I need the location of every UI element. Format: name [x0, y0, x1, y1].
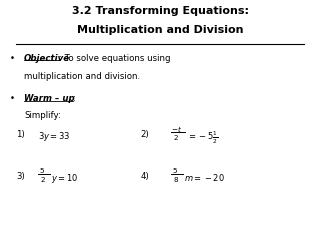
- Text: 3): 3): [16, 172, 25, 181]
- Text: Multiplication and Division: Multiplication and Division: [77, 25, 243, 35]
- Text: $2$: $2$: [173, 133, 179, 142]
- Text: 2): 2): [141, 130, 149, 138]
- Text: $=-5\frac{1}{2}$: $=-5\frac{1}{2}$: [187, 130, 218, 146]
- Text: :: :: [73, 94, 76, 103]
- Text: $5$: $5$: [39, 166, 45, 175]
- Text: Objective: Objective: [24, 54, 70, 63]
- Text: multiplication and division.: multiplication and division.: [24, 72, 140, 81]
- Text: : To solve equations using: : To solve equations using: [59, 54, 170, 63]
- Text: •: •: [10, 54, 15, 63]
- Text: $3y=33$: $3y=33$: [38, 130, 71, 143]
- Text: 4): 4): [141, 172, 149, 181]
- Text: $y=10$: $y=10$: [51, 172, 79, 185]
- Text: $2$: $2$: [40, 175, 46, 184]
- Text: •: •: [10, 94, 15, 103]
- Text: $5$: $5$: [172, 166, 178, 175]
- Text: $-t$: $-t$: [171, 124, 182, 134]
- Text: Warm – up: Warm – up: [24, 94, 75, 103]
- Text: 1): 1): [16, 130, 25, 138]
- Text: $m=-20$: $m=-20$: [184, 172, 225, 183]
- Text: Simplify:: Simplify:: [24, 111, 61, 120]
- Text: $8$: $8$: [173, 175, 179, 184]
- Text: 3.2 Transforming Equations:: 3.2 Transforming Equations:: [71, 6, 249, 16]
